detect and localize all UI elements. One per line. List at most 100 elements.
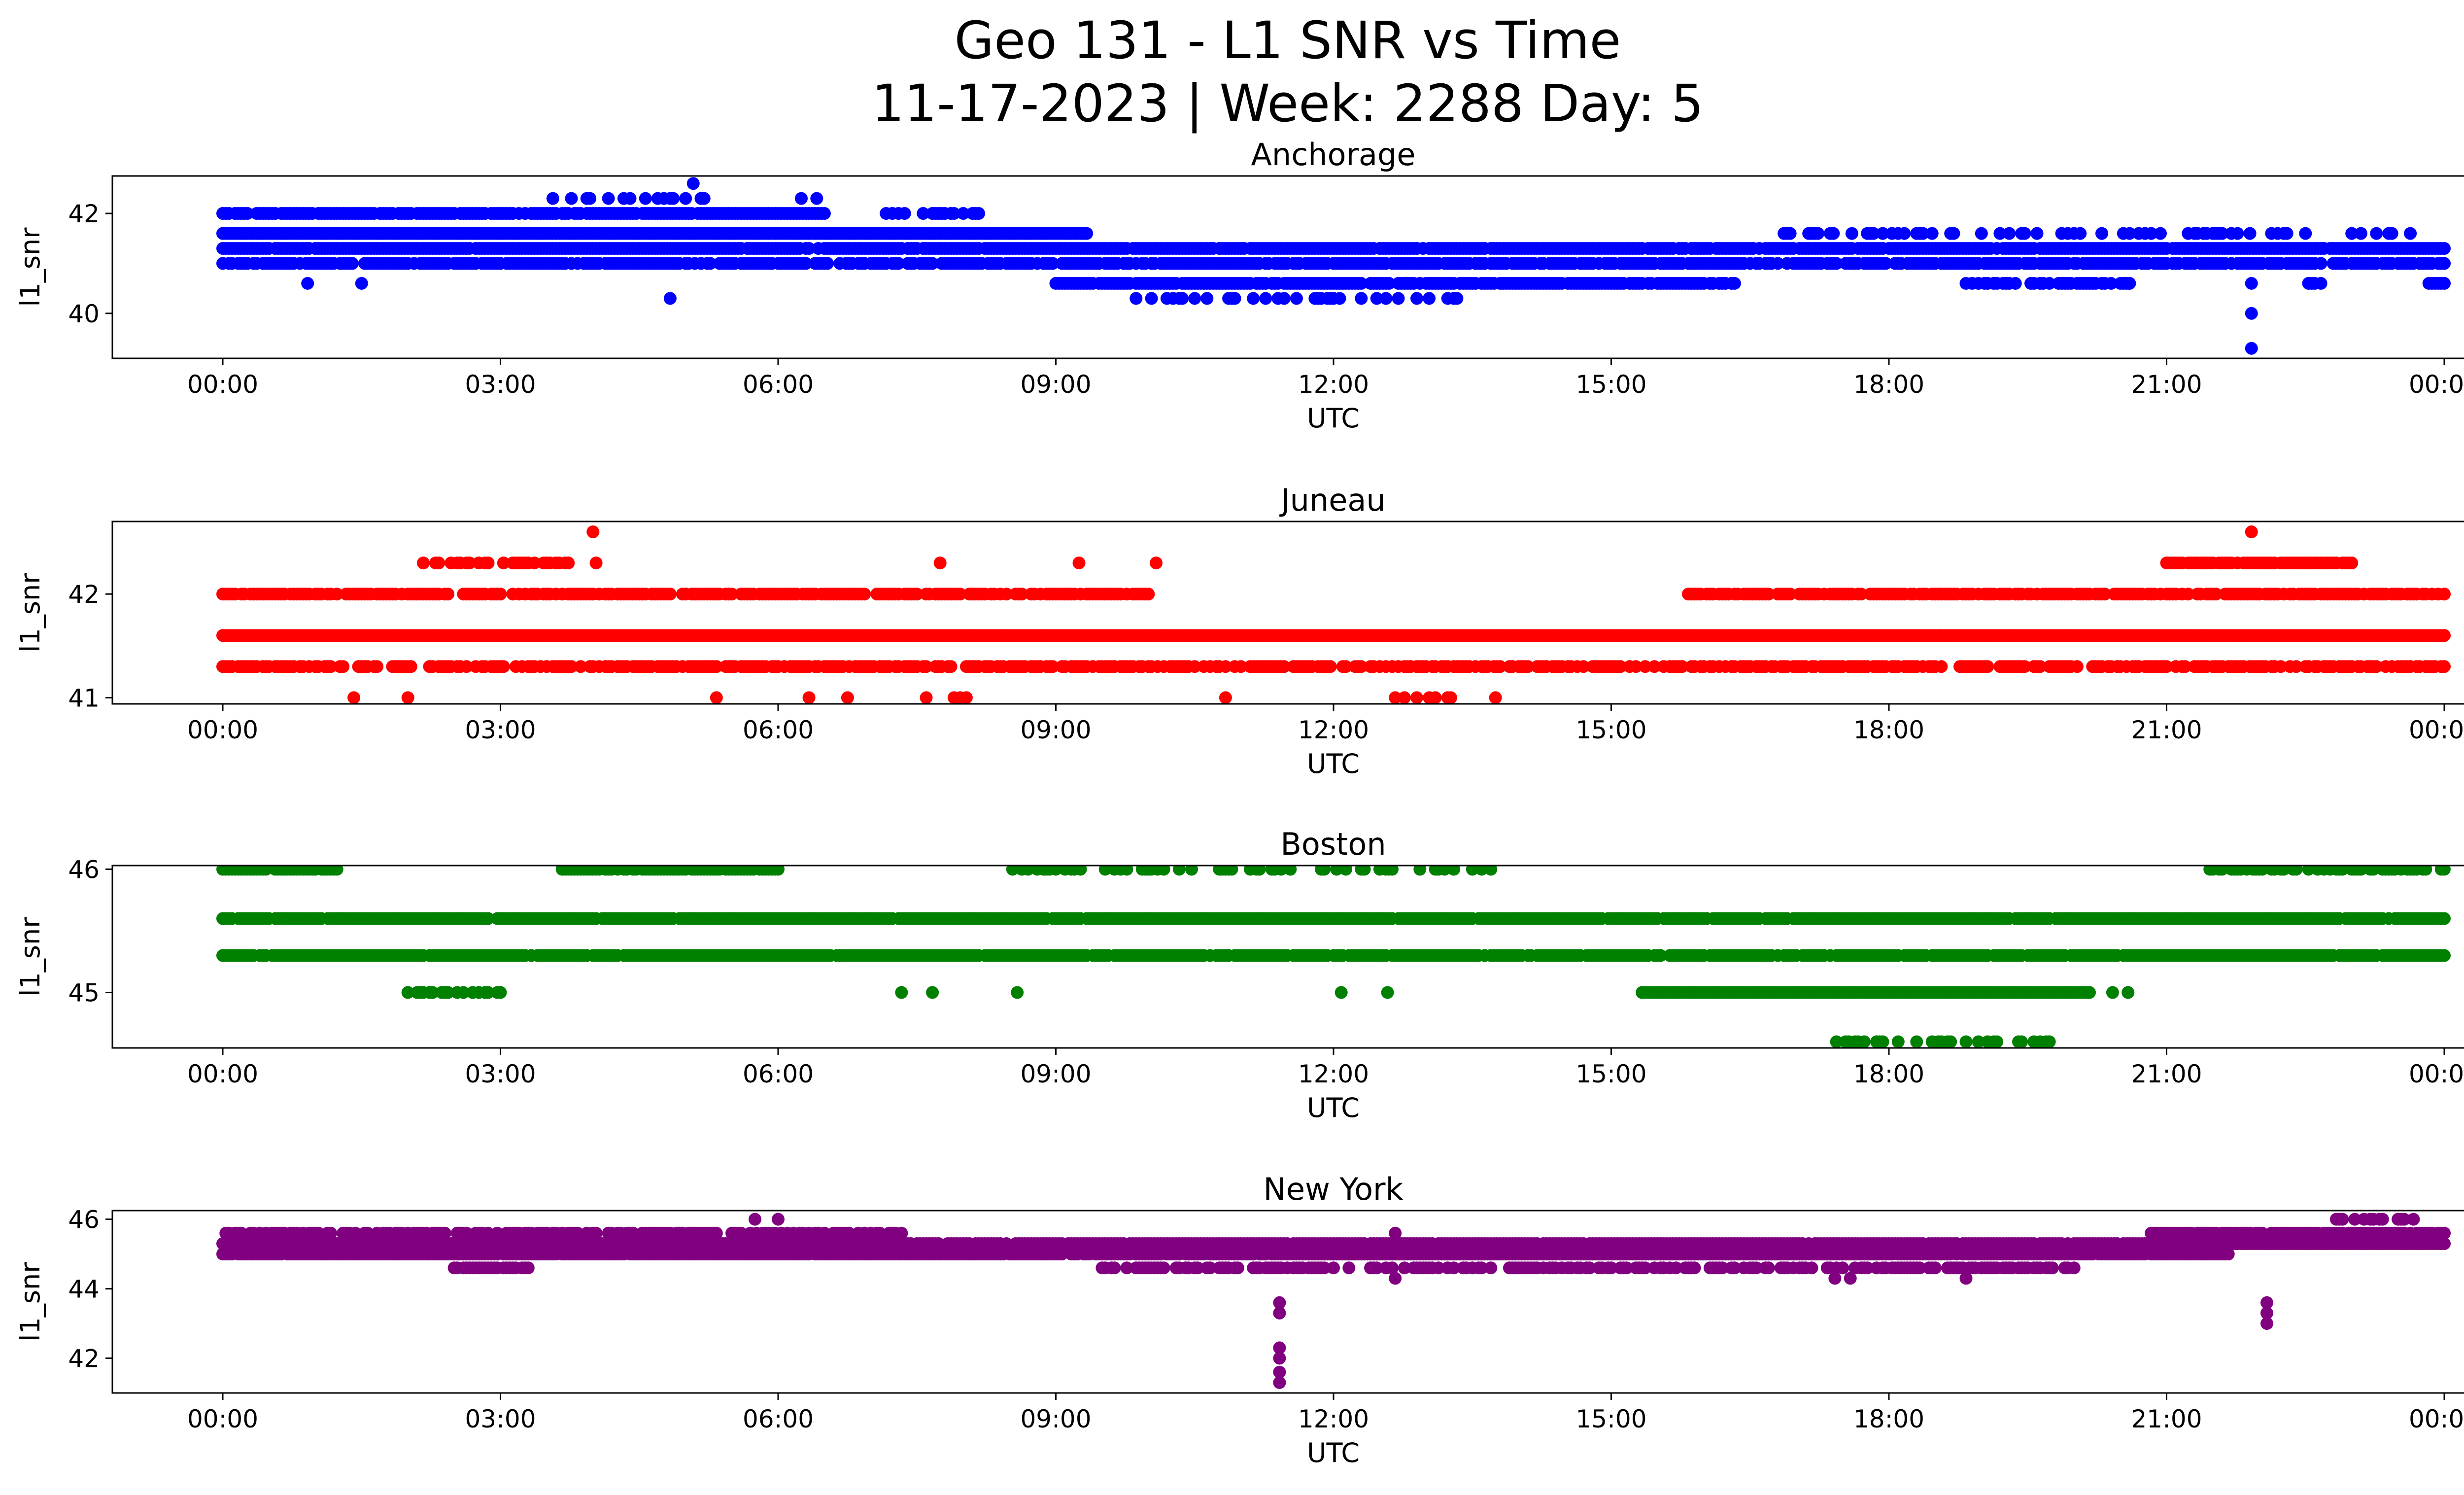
data-point	[818, 207, 831, 220]
data-point	[1339, 660, 1352, 673]
data-point-outlier	[810, 192, 823, 205]
data-point	[917, 207, 930, 220]
figure-title: Geo 131 - L1 SNR vs Time	[954, 10, 1621, 70]
data-point	[1080, 227, 1094, 240]
x-tick-label: 09:00	[1020, 370, 1091, 399]
data-point-outlier	[2245, 307, 2258, 320]
data-point-outlier	[347, 691, 361, 704]
data-point	[639, 192, 652, 205]
data-point	[710, 660, 723, 673]
data-point	[2145, 227, 2158, 240]
data-point	[1423, 292, 1436, 305]
data-point	[546, 192, 559, 205]
data-point	[1629, 660, 1643, 673]
data-point	[1370, 292, 1383, 305]
data-point	[589, 556, 603, 570]
data-point	[2043, 277, 2056, 290]
data-point	[1259, 292, 1272, 305]
data-point	[1879, 257, 1892, 270]
x-tick-label: 03:00	[465, 370, 536, 399]
data-point	[1830, 1035, 1843, 1048]
data-point	[1188, 292, 1201, 305]
data-point	[663, 588, 677, 601]
data-point	[481, 912, 495, 925]
data-point	[1783, 588, 1797, 601]
data-point	[565, 660, 578, 673]
data-point	[460, 660, 473, 673]
data-point	[2314, 277, 2327, 290]
x-tick-label: 18:00	[1853, 370, 1924, 399]
data-point	[1676, 660, 1689, 673]
data-point	[1935, 660, 1948, 673]
y-axis-label: l1_snr	[15, 573, 46, 653]
data-point	[858, 588, 871, 601]
data-point	[1854, 588, 1868, 601]
data-point	[802, 242, 816, 255]
data-point	[1857, 1035, 1871, 1048]
subplot-title: Juneau	[1279, 482, 1385, 518]
data-point	[2003, 227, 2016, 240]
data-point	[1450, 292, 1464, 305]
data-point	[2314, 257, 2327, 270]
data-point	[1410, 691, 1423, 704]
data-point	[1398, 691, 1411, 704]
data-point	[1891, 1035, 1905, 1048]
data-point	[2209, 588, 2223, 601]
data-point	[2370, 227, 2383, 240]
data-point	[1648, 660, 1661, 673]
y-tick-label: 42	[68, 580, 100, 609]
data-point	[602, 192, 615, 205]
data-point	[1947, 227, 1960, 240]
x-tick-label: 15:00	[1575, 716, 1646, 744]
x-tick-label: 12:00	[1298, 716, 1369, 744]
data-point	[667, 192, 680, 205]
data-point	[1247, 292, 1260, 305]
data-point	[1916, 227, 1929, 240]
x-tick-label: 12:00	[1298, 370, 1369, 399]
data-point	[1830, 257, 1843, 270]
data-point	[2385, 227, 2398, 240]
data-point	[1379, 292, 1393, 305]
data-point	[1981, 660, 1994, 673]
data-point	[1654, 949, 1667, 962]
data-point	[1910, 1035, 1923, 1048]
data-point	[920, 691, 933, 704]
x-tick-label: 09:00	[1020, 716, 1091, 744]
data-point	[1046, 660, 1060, 673]
data-point-outlier	[663, 292, 677, 305]
x-tick-label: 03:00	[465, 716, 536, 744]
data-point	[2299, 227, 2312, 240]
data-point	[1827, 227, 1840, 240]
data-point	[944, 660, 958, 673]
data-point	[2098, 588, 2112, 601]
data-point	[821, 257, 834, 270]
data-point	[1228, 292, 1241, 305]
data-point-outlier	[355, 277, 368, 290]
data-point	[1382, 277, 1396, 290]
data-point	[1145, 292, 1158, 305]
data-point	[1000, 588, 1013, 601]
data-point	[574, 660, 587, 673]
data-point	[1898, 227, 1911, 240]
y-tick-label: 42	[68, 200, 100, 228]
data-point	[623, 192, 637, 205]
data-point	[426, 986, 439, 999]
data-point	[947, 207, 960, 220]
x-tick-label: 00:00	[187, 370, 258, 399]
data-point	[2179, 660, 2192, 673]
data-point	[457, 986, 470, 999]
data-point	[1494, 660, 1507, 673]
data-point	[2074, 227, 2087, 240]
data-point	[2182, 588, 2195, 601]
data-point	[679, 192, 692, 205]
data-point	[1972, 1035, 1985, 1048]
data-point	[1639, 660, 1652, 673]
data-point	[1129, 292, 1143, 305]
data-point	[2345, 227, 2359, 240]
data-point	[1959, 1035, 1973, 1048]
data-point	[324, 660, 338, 673]
data-point	[562, 556, 575, 570]
data-point	[1176, 292, 1189, 305]
